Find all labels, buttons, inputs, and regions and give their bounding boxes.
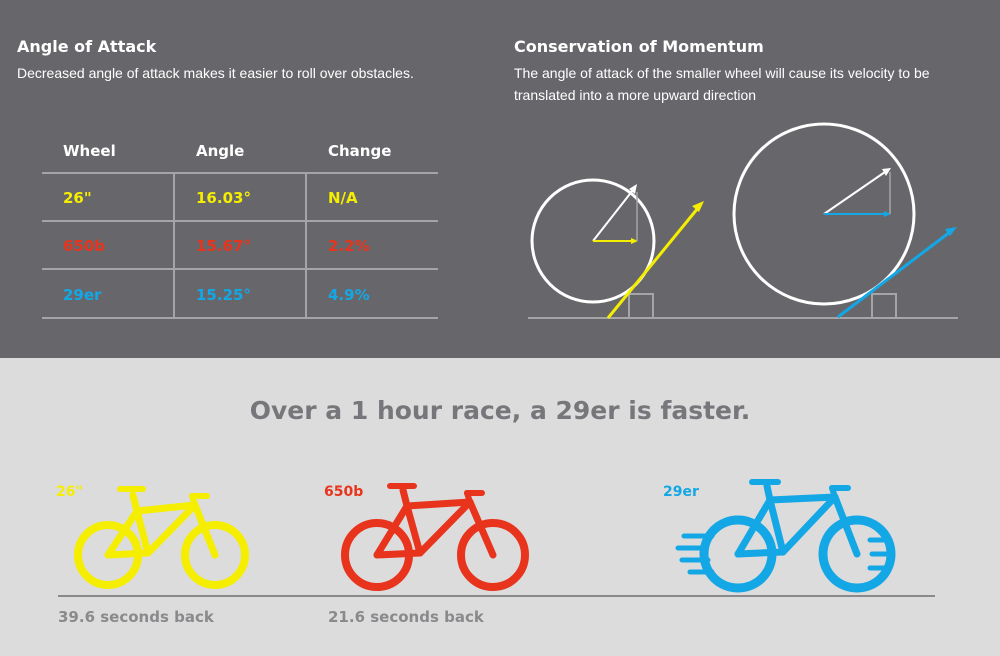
obstacle-large [871, 293, 897, 319]
speed-lines-icon [675, 533, 895, 575]
momentum-diagram [528, 122, 958, 319]
table-divider [42, 220, 438, 222]
large-wheel-vector [823, 171, 886, 215]
table-column-divider [173, 172, 175, 319]
table-column-divider [305, 172, 307, 319]
table-cell-wheel: 29er [63, 286, 102, 304]
wheel-diagram-large [732, 122, 957, 319]
table-cell-angle: 15.67° [196, 237, 251, 255]
angle-table: Wheel Angle Change 26" 16.03° N/A 650b 1… [42, 130, 438, 320]
result-650b: 21.6 seconds back [328, 608, 484, 626]
table-cell-angle: 15.25° [196, 286, 251, 304]
momentum-title: Conservation of Momentum [514, 37, 764, 56]
result-26: 39.6 seconds back [58, 608, 214, 626]
arrowhead-icon [882, 168, 891, 176]
momentum-description: The angle of attack of the smaller wheel… [514, 65, 930, 103]
obstacle-small [628, 293, 654, 319]
angle-of-attack-title: Angle of Attack [17, 37, 157, 56]
small-wheel-circle [530, 178, 656, 304]
large-wheel-velocity-vector [837, 230, 951, 319]
arrowhead-icon [692, 201, 704, 212]
table-divider [42, 172, 438, 174]
small-wheel-velocity-vector [606, 207, 700, 319]
bike-label-29er: 29er [663, 484, 699, 500]
bicycle-26-icon [74, 486, 249, 589]
angle-of-attack-subtitle: Decreased angle of attack makes it easie… [17, 65, 414, 81]
arrowhead-icon [884, 211, 891, 217]
wheel-diagram-small [530, 178, 704, 319]
bike-label-650b: 650b [324, 484, 364, 500]
table-cell-angle: 16.03° [196, 189, 251, 207]
table-header-angle: Angle [196, 142, 245, 160]
table-divider [42, 268, 438, 270]
arrowhead-icon [945, 227, 957, 236]
table-header-wheel: Wheel [63, 142, 116, 160]
table-divider [42, 317, 438, 319]
bicycle-29er-icon [699, 479, 896, 593]
large-wheel-circle [732, 122, 916, 306]
small-wheel-vector [592, 189, 634, 242]
arrowhead-icon [629, 184, 637, 194]
table-cell-wheel: 650b [63, 237, 106, 255]
bicycle-650b-icon [341, 483, 529, 591]
table-header-change: Change [328, 142, 392, 160]
bike-label-26: 26" [56, 484, 83, 500]
race-headline: Over a 1 hour race, a 29er is faster. [249, 396, 751, 425]
table-cell-change: N/A [328, 189, 358, 207]
arrowhead-icon [631, 238, 638, 244]
table-cell-change: 2.2% [328, 237, 370, 255]
table-cell-wheel: 26" [63, 189, 92, 207]
table-cell-change: 4.9% [328, 286, 370, 304]
top-panel [0, 0, 1000, 358]
